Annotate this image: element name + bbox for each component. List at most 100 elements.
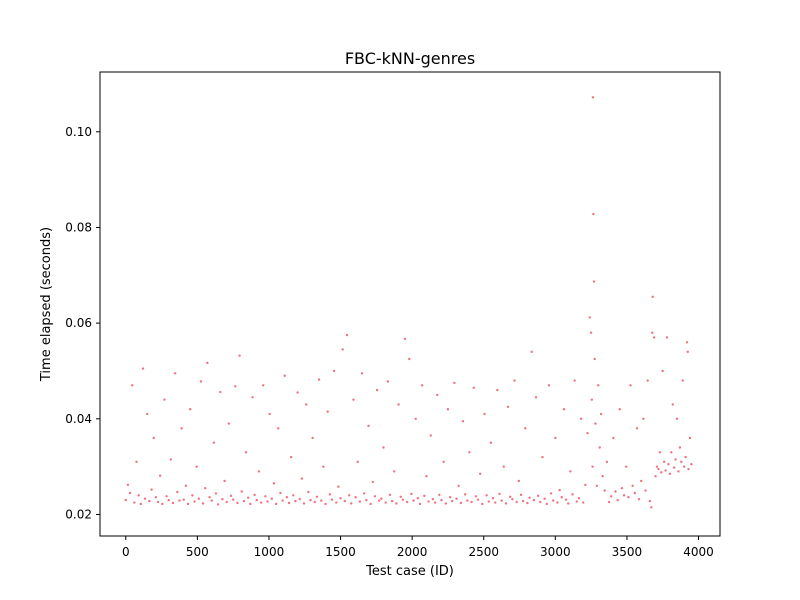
data-point (642, 417, 645, 420)
data-point (627, 496, 630, 499)
data-point (150, 488, 153, 491)
y-tick-label: 0.08 (65, 220, 92, 234)
data-point (163, 398, 166, 401)
data-point (292, 494, 295, 497)
data-point (367, 424, 370, 428)
data-point (631, 484, 634, 487)
data-point (352, 398, 355, 401)
data-point (453, 381, 456, 385)
data-point (618, 408, 621, 411)
data-point (457, 484, 460, 487)
data-point (536, 494, 540, 498)
data-point (201, 502, 205, 505)
data-point (330, 498, 334, 501)
data-point (528, 496, 531, 499)
data-point (191, 494, 194, 497)
data-point (446, 408, 450, 411)
x-tick-label: 1000 (254, 545, 285, 559)
x-tick-label: 0 (122, 545, 130, 559)
data-point (283, 374, 286, 377)
data-point (429, 434, 432, 437)
data-point (498, 492, 501, 496)
data-point (655, 465, 659, 468)
data-point (169, 458, 173, 461)
data-point (124, 498, 127, 502)
data-point (270, 497, 274, 500)
data-point (229, 494, 233, 498)
data-point (227, 422, 231, 425)
data-point (646, 379, 649, 382)
data-point (595, 484, 599, 487)
data-point (390, 499, 394, 503)
data-point (625, 465, 628, 468)
x-tick-label: 500 (186, 545, 209, 559)
data-point (281, 499, 284, 502)
data-point (459, 501, 463, 505)
data-point (339, 497, 342, 500)
data-point (386, 380, 390, 383)
data-point (436, 393, 439, 397)
data-point (272, 482, 276, 485)
data-point (668, 472, 672, 476)
data-point (671, 403, 674, 406)
data-point (652, 336, 656, 339)
data-point (403, 337, 407, 341)
data-point (589, 331, 593, 334)
data-point (684, 455, 687, 459)
data-point (322, 465, 325, 468)
plot-area-frame (99, 71, 721, 537)
data-point (343, 499, 347, 503)
data-point (489, 441, 493, 444)
data-point (551, 499, 555, 502)
data-point (259, 501, 263, 504)
data-point (547, 384, 551, 387)
data-point (438, 493, 441, 497)
data-point (300, 477, 304, 480)
data-point (560, 496, 563, 499)
data-point (660, 471, 663, 474)
data-point (328, 493, 332, 496)
data-point (577, 497, 581, 500)
data-point (395, 502, 398, 505)
data-point (135, 460, 138, 464)
data-point (592, 280, 596, 283)
data-point (365, 498, 368, 502)
y-axis-label: Time elapsed (seconds) (39, 227, 54, 382)
data-point (251, 396, 254, 399)
y-tick-label: 0.06 (65, 316, 92, 330)
data-point (519, 493, 523, 497)
data-point (603, 489, 606, 492)
data-point (382, 446, 385, 449)
data-point (588, 316, 591, 319)
data-point (594, 422, 597, 425)
data-point (468, 451, 471, 454)
data-point (487, 500, 490, 503)
data-point (444, 502, 447, 505)
data-point (687, 467, 690, 471)
y-axis: 0.02 0.04 0.06 0.08 0.10 (65, 125, 100, 521)
data-point (128, 491, 132, 495)
data-point (541, 455, 544, 459)
data-point (478, 472, 482, 476)
data-point (509, 495, 512, 498)
data-point (504, 502, 508, 505)
data-point (335, 501, 338, 504)
data-point (397, 403, 400, 406)
data-point (685, 341, 689, 344)
data-point (341, 348, 344, 351)
data-point (146, 412, 149, 416)
data-point (182, 498, 185, 501)
data-point (360, 372, 364, 375)
data-point (635, 427, 639, 430)
data-point (534, 396, 538, 399)
data-point (307, 490, 310, 494)
data-point (204, 486, 207, 490)
data-point (253, 493, 256, 497)
data-point (543, 497, 546, 500)
data-point (171, 501, 175, 505)
data-point (173, 372, 177, 375)
data-point (287, 501, 291, 505)
data-point (249, 502, 252, 506)
data-point (167, 498, 170, 502)
data-point (515, 500, 518, 504)
